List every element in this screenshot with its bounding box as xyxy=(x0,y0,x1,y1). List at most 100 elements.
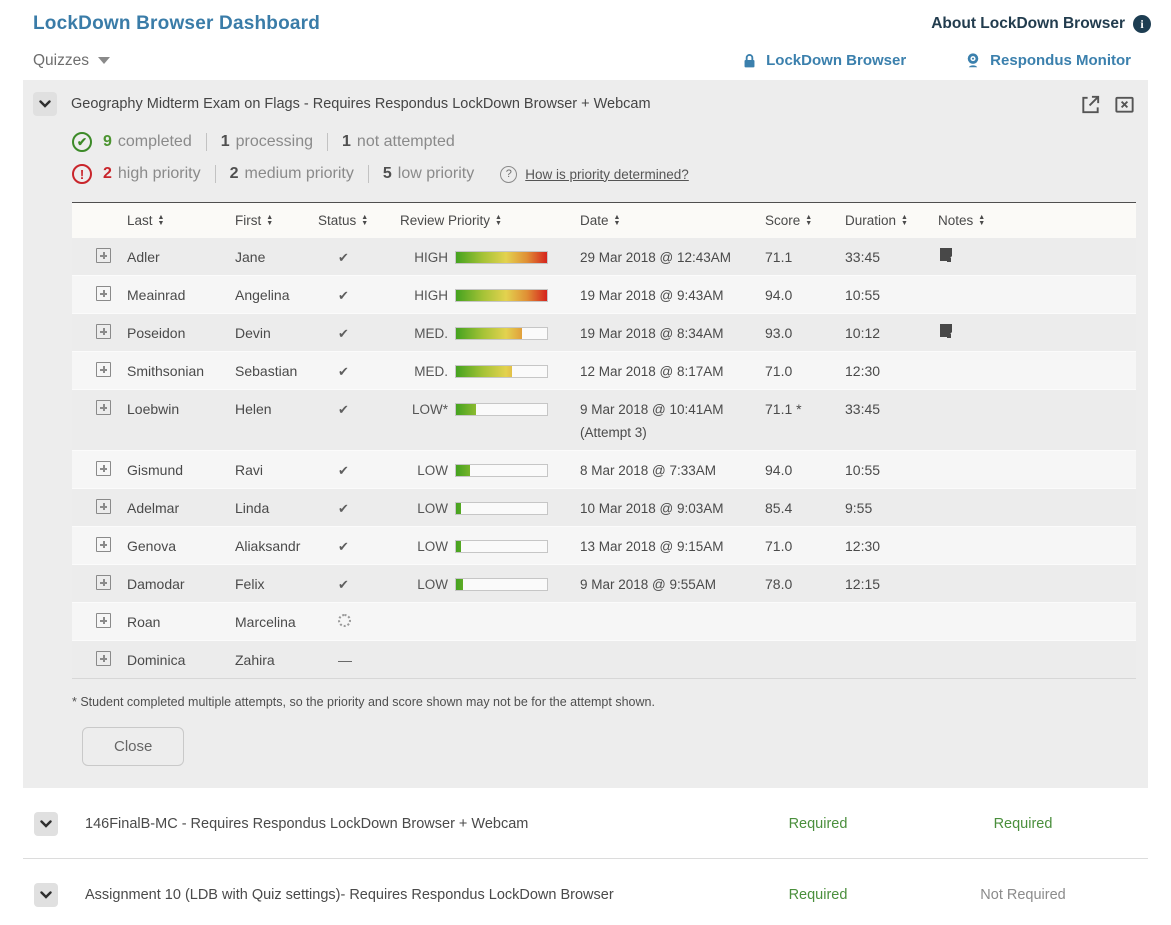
completion-stats: ✔ 9 completed 1 processing 1 not attempt… xyxy=(72,132,1148,184)
score-cell: 71.1 * xyxy=(765,401,802,417)
priority-bar xyxy=(455,365,548,378)
expand-row-button[interactable] xyxy=(96,651,111,666)
priority-bar-fill xyxy=(456,252,547,263)
date-value: 12 Mar 2018 @ 8:17AM xyxy=(580,364,724,379)
top-bar: LockDown Browser Dashboard About LockDow… xyxy=(0,0,1171,35)
priority-label: HIGH xyxy=(414,250,448,265)
priority-label: LOW xyxy=(417,577,448,592)
close-button[interactable]: Close xyxy=(82,727,185,766)
column-header-label: First xyxy=(235,213,262,228)
column-header-status[interactable]: Status ▲ ▼ xyxy=(318,213,400,228)
status-cell: ✔ xyxy=(318,362,400,381)
expand-row-button[interactable] xyxy=(96,324,111,339)
table-row: Adler Jane ✔ HIGH 29 Mar 2018 @ 12:43AM 71.1 3… xyxy=(72,238,1136,276)
status-summary-line: ✔ 9 completed 1 processing 1 not attempt… xyxy=(72,132,1148,152)
date-value: 19 Mar 2018 @ 8:34AM xyxy=(580,326,724,341)
last-name-cell: Loebwin xyxy=(127,401,180,417)
first-name-cell: Devin xyxy=(235,325,271,341)
priority-bar xyxy=(455,464,548,477)
not-attempted-dash: — xyxy=(338,652,352,668)
expand-row-button[interactable] xyxy=(96,286,111,301)
score-cell: 93.0 xyxy=(765,325,793,341)
page-title: LockDown Browser Dashboard xyxy=(33,13,321,34)
sort-icon: ▲ ▼ xyxy=(978,213,986,227)
expand-cell xyxy=(72,324,127,343)
expand-cell xyxy=(72,613,127,632)
chevron-down-icon xyxy=(40,891,52,899)
expand-cell xyxy=(72,575,127,594)
close-panel-icon[interactable] xyxy=(1113,93,1136,116)
priority-label: MED. xyxy=(414,326,448,341)
score-cell: 71.1 xyxy=(765,249,793,265)
status-cell: ✔ xyxy=(318,575,400,594)
quiz-list: 146FinalB-MC - Requires Respondus LockDo… xyxy=(23,788,1148,925)
about-lockdown-browser-link[interactable]: About LockDown Browser i xyxy=(931,13,1151,33)
expand-row-button[interactable] xyxy=(96,537,111,552)
expand-row-button[interactable] xyxy=(96,613,111,628)
expand-cell xyxy=(72,248,127,267)
expand-cell xyxy=(72,362,127,381)
expand-row-button[interactable] xyxy=(96,248,111,263)
priority-bar-fill xyxy=(456,328,522,339)
info-icon[interactable]: i xyxy=(1133,15,1151,33)
priority-bar-fill xyxy=(456,404,477,415)
priority-bar-fill xyxy=(456,541,462,552)
expand-cell xyxy=(72,400,127,419)
priority-label: HIGH xyxy=(414,288,448,303)
priority-help-link[interactable]: How is priority determined? xyxy=(525,166,689,182)
priority-bar xyxy=(455,251,548,264)
quizzes-dropdown[interactable]: Quizzes xyxy=(33,52,110,70)
priority-label: MED. xyxy=(414,364,448,379)
priority-bar-fill xyxy=(456,290,547,301)
lockdown-browser-column-link[interactable]: LockDown Browser xyxy=(741,51,906,70)
quiz-row: Assignment 10 (LDB with Quiz settings)- … xyxy=(23,859,1148,925)
column-header-review-priority[interactable]: Review Priority ▲ ▼ xyxy=(400,213,580,228)
priority-bar xyxy=(455,578,548,591)
open-in-new-window-icon[interactable] xyxy=(1079,93,1102,116)
note-icon[interactable] xyxy=(938,248,954,262)
column-header-first[interactable]: First ▲ ▼ xyxy=(235,213,318,228)
date-cell: 19 Mar 2018 @ 9:43AM xyxy=(580,286,765,305)
column-header-label: Last xyxy=(127,213,153,228)
priority-label: LOW xyxy=(417,463,448,478)
expand-row-button[interactable] xyxy=(96,499,111,514)
collapse-quiz-button[interactable] xyxy=(33,92,57,116)
priority-bar xyxy=(455,540,548,553)
panel-header: Geography Midterm Exam on Flags - Requir… xyxy=(23,80,1148,120)
medium-priority-label: medium priority xyxy=(244,165,354,182)
expand-row-button[interactable] xyxy=(96,400,111,415)
header-spacer xyxy=(72,213,127,228)
quiz-title: 146FinalB-MC - Requires Respondus LockDo… xyxy=(85,816,529,832)
priority-bar xyxy=(455,502,548,515)
expand-cell xyxy=(72,461,127,480)
last-name-cell: Smithsonian xyxy=(127,363,205,379)
check-icon: ✔ xyxy=(338,402,349,417)
priority-bar xyxy=(455,327,548,340)
divider xyxy=(367,165,369,183)
expand-quiz-button[interactable] xyxy=(34,883,58,907)
note-icon[interactable] xyxy=(938,324,954,338)
column-header-date[interactable]: Date ▲ ▼ xyxy=(580,213,765,228)
respondus-monitor-column-link[interactable]: Respondus Monitor xyxy=(964,51,1131,70)
first-name-cell: Felix xyxy=(235,576,265,592)
sort-icon: ▲ ▼ xyxy=(361,213,369,227)
column-header-last[interactable]: Last ▲ ▼ xyxy=(127,213,235,228)
column-header-duration[interactable]: Duration ▲ ▼ xyxy=(845,213,938,228)
date-cell: 12 Mar 2018 @ 8:17AM xyxy=(580,362,765,381)
column-header-notes[interactable]: Notes ▲ ▼ xyxy=(938,213,1136,228)
expand-row-button[interactable] xyxy=(96,461,111,476)
help-icon[interactable]: ? xyxy=(500,165,518,183)
expand-quiz-button[interactable] xyxy=(34,812,58,836)
status-cell: — xyxy=(318,651,400,670)
date-cell: 19 Mar 2018 @ 8:34AM xyxy=(580,324,765,343)
review-priority-cell: LOW xyxy=(400,461,580,480)
processing-spinner-icon xyxy=(338,614,351,627)
expand-row-button[interactable] xyxy=(96,362,111,377)
duration-cell: 33:45 xyxy=(845,249,881,265)
column-header-score[interactable]: Score ▲ ▼ xyxy=(765,213,845,228)
check-icon: ✔ xyxy=(338,250,349,265)
duration-cell: 10:55 xyxy=(845,287,881,303)
expand-row-button[interactable] xyxy=(96,575,111,590)
divider xyxy=(327,133,329,151)
priority-label: LOW xyxy=(417,539,448,554)
